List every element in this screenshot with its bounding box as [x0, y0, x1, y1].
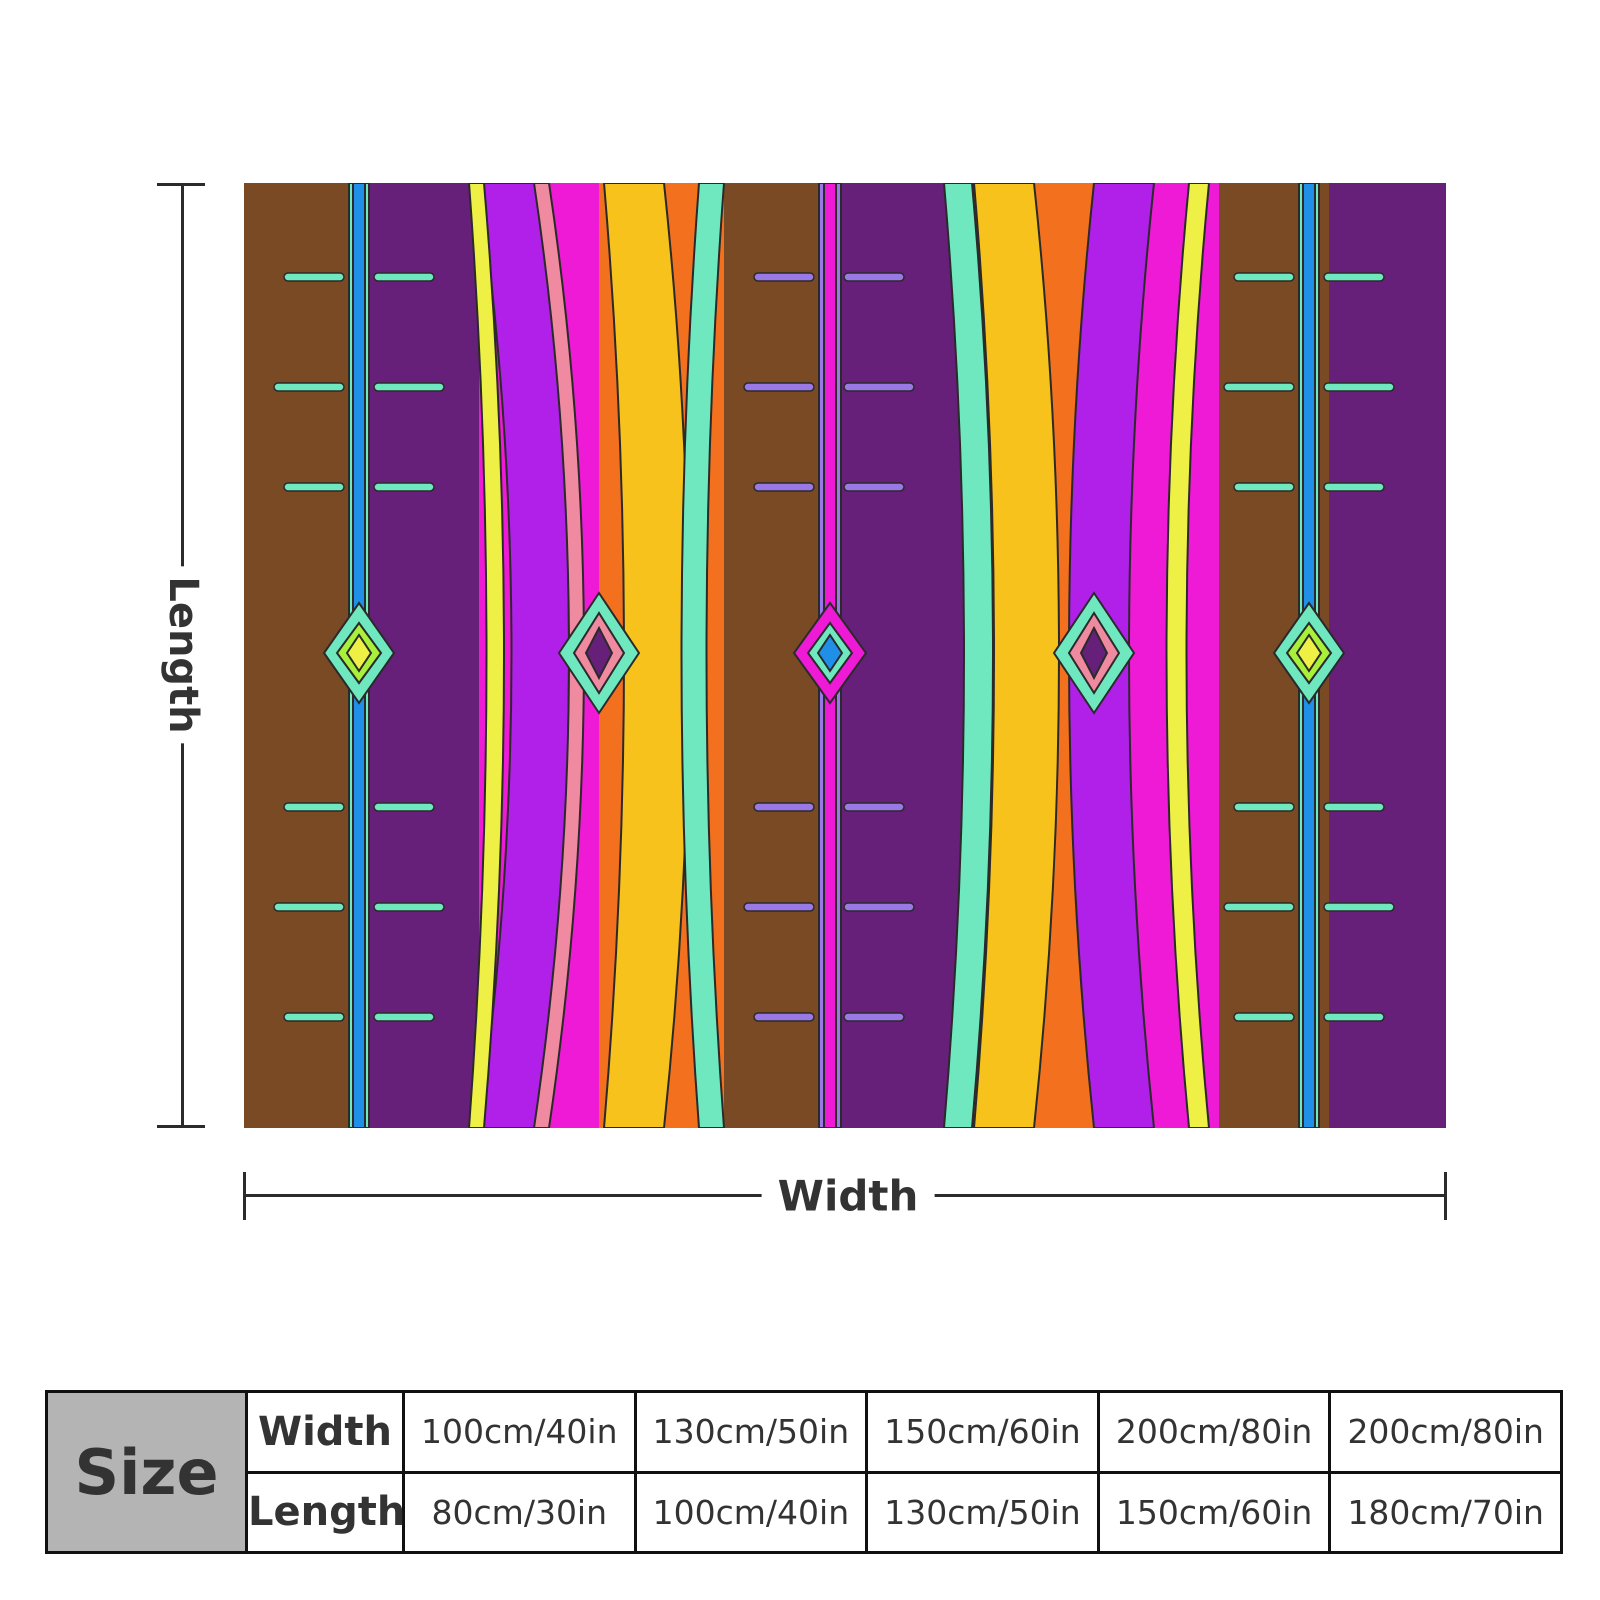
width-cell: 150cm/60in — [865, 1390, 1100, 1474]
length-cell: 150cm/60in — [1096, 1470, 1332, 1554]
width-cell: 130cm/50in — [633, 1390, 869, 1474]
width-cell: 200cm/80in — [1328, 1390, 1563, 1474]
length-cell: 80cm/30in — [402, 1470, 637, 1554]
length-row-header: Length — [245, 1470, 405, 1554]
size-header: Size — [45, 1390, 248, 1554]
size-chart-table: Size Width 100cm/40in 130cm/50in 150cm/6… — [45, 1390, 1563, 1554]
table-row-width: Size Width 100cm/40in 130cm/50in 150cm/6… — [45, 1390, 1563, 1554]
length-cell: 130cm/50in — [865, 1470, 1100, 1554]
width-label: Width — [761, 1171, 935, 1221]
blanket-pattern-image — [244, 183, 1446, 1128]
length-cell: 100cm/40in — [633, 1470, 869, 1554]
length-cell: 180cm/70in — [1328, 1470, 1563, 1554]
width-cell: 200cm/80in — [1096, 1390, 1332, 1474]
length-label: Length — [160, 566, 206, 744]
width-row-header: Width — [245, 1390, 405, 1474]
width-cell: 100cm/40in — [402, 1390, 637, 1474]
table-row-length: Length 80cm/30in 100cm/40in 130cm/50in 1… — [47, 1470, 1563, 1554]
